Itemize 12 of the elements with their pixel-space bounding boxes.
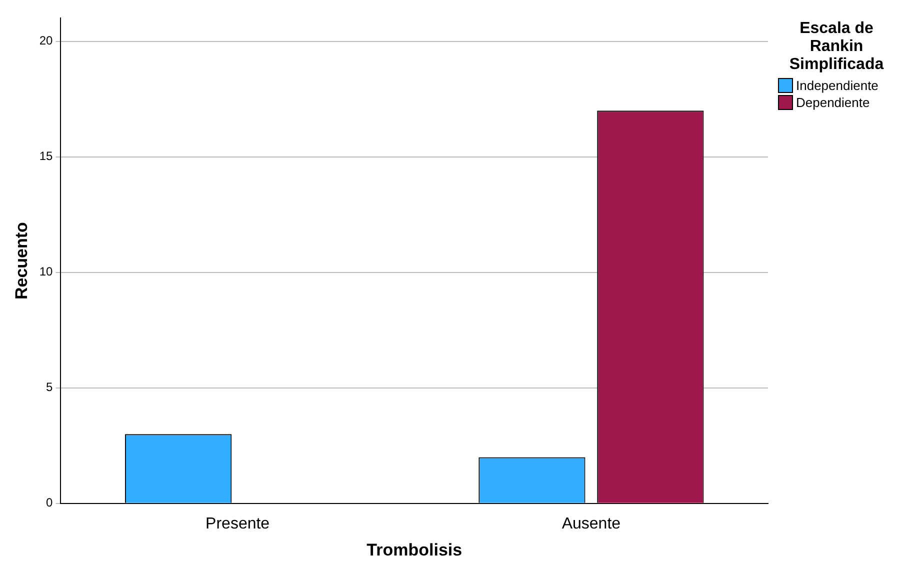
- y-tick-label: 10: [39, 264, 54, 279]
- y-tick-label: 0: [46, 496, 54, 510]
- legend-label: Dependiente: [796, 95, 870, 110]
- legend-label: Independiente: [796, 78, 878, 93]
- x-tick-label: Ausente: [562, 515, 621, 532]
- x-tick-label: Presente: [206, 515, 270, 532]
- x-axis-title: Trombolisis: [366, 540, 462, 560]
- y-axis-title: Recuento: [12, 222, 31, 300]
- y-tick-label: 5: [46, 380, 54, 394]
- y-tick-label: 20: [39, 34, 54, 48]
- y-tick-label: 15: [39, 149, 54, 164]
- legend-title: Escala de Rankin Simplificada: [788, 20, 885, 74]
